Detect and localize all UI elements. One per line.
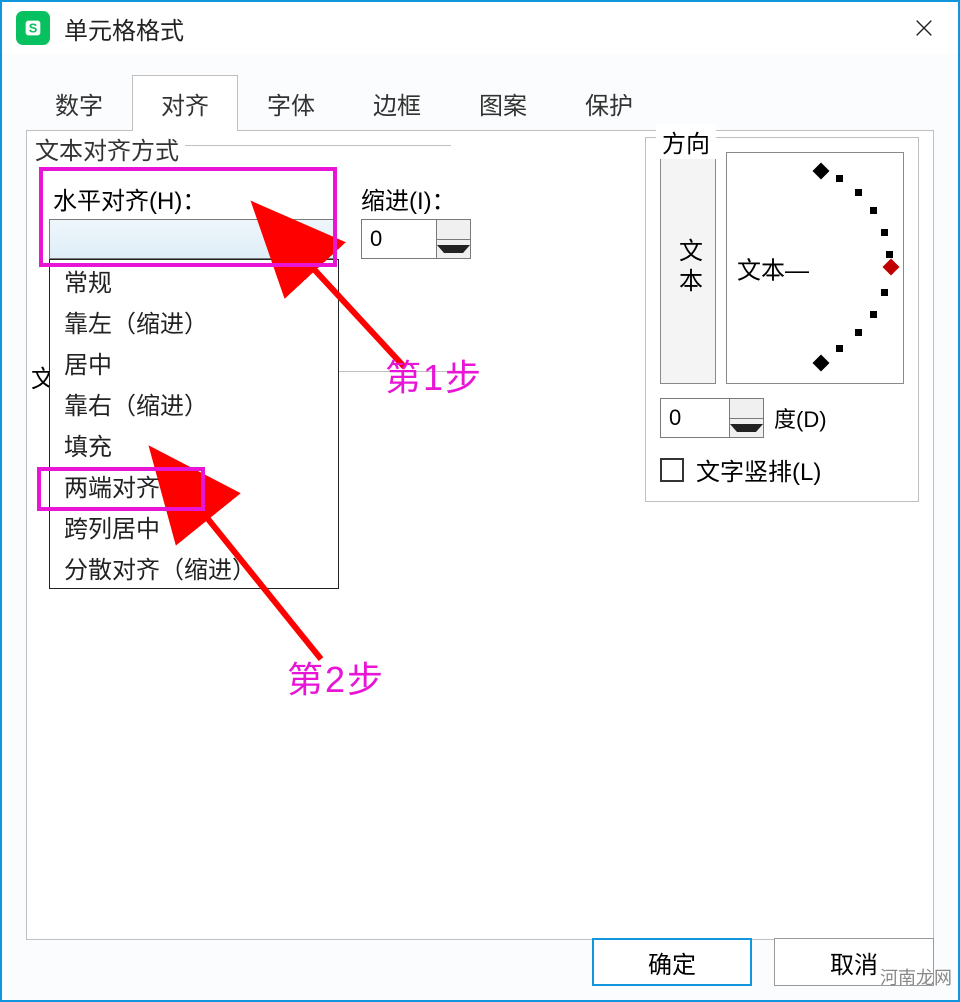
tab-protect[interactable]: 保护 xyxy=(556,75,662,131)
horizontal-align-dropdown[interactable] xyxy=(49,219,335,259)
tab-number[interactable]: 数字 xyxy=(26,75,132,131)
titlebar: S 单元格格式 xyxy=(2,2,958,54)
tab-alignment[interactable]: 对齐 xyxy=(132,75,238,131)
vertical-text-check-label: 文字竖排(L) xyxy=(696,452,821,487)
orientation-label: 方向 xyxy=(656,124,716,159)
dialog-title: 单元格格式 xyxy=(64,11,904,46)
indent-value[interactable] xyxy=(362,220,436,258)
tab-border[interactable]: 边框 xyxy=(344,75,450,131)
degree-value[interactable] xyxy=(661,399,729,437)
group-line xyxy=(183,145,451,146)
tab-pattern[interactable]: 图案 xyxy=(450,75,556,131)
svg-text:S: S xyxy=(29,21,38,36)
orientation-group: 方向 文本 文本— xyxy=(645,137,919,502)
indent-spinner[interactable] xyxy=(361,219,471,259)
align-option-center[interactable]: 居中 xyxy=(50,342,338,383)
orientation-arc[interactable]: 文本— xyxy=(726,152,904,384)
align-option-left[interactable]: 靠左（缩进） xyxy=(50,301,338,342)
spin-down-icon xyxy=(437,245,470,253)
annotation-step2: 第2步 xyxy=(287,651,385,703)
align-option-center-across[interactable]: 跨列居中 xyxy=(50,506,338,547)
watermark: 河南龙网 xyxy=(880,964,952,990)
indent-label: 缩进(I)： xyxy=(361,181,456,216)
align-option-justify[interactable]: 两端对齐 xyxy=(50,465,338,506)
close-button[interactable] xyxy=(904,8,944,48)
degree-spin-buttons[interactable] xyxy=(729,399,763,437)
tab-font[interactable]: 字体 xyxy=(238,75,344,131)
content-panel: 文本对齐方式 水平对齐(H)： 缩进(I)： 文 常规 靠左（缩进） 居中 靠右… xyxy=(26,130,934,940)
horizontal-align-label: 水平对齐(H)： xyxy=(53,181,206,216)
annotation-step1: 第1步 xyxy=(385,349,483,401)
align-option-fill[interactable]: 填充 xyxy=(50,424,338,465)
dropdown-arrow-icon xyxy=(308,234,326,245)
spin-down-icon xyxy=(730,424,763,432)
horizontal-align-option-list: 常规 靠左（缩进） 居中 靠右（缩进） 填充 两端对齐 跨列居中 分散对齐（缩进… xyxy=(49,259,339,589)
vertical-text-button[interactable]: 文本 xyxy=(660,152,716,384)
tabbar: 数字 对齐 字体 边框 图案 保护 xyxy=(2,54,958,130)
align-option-general[interactable]: 常规 xyxy=(50,260,338,301)
degree-label: 度(D) xyxy=(774,402,827,434)
dialog-window: S 单元格格式 数字 对齐 字体 边框 图案 保护 文本对齐方式 水平对齐(H)… xyxy=(0,0,960,1002)
indent-spin-buttons[interactable] xyxy=(436,220,470,258)
app-icon: S xyxy=(16,11,50,45)
ok-button[interactable]: 确定 xyxy=(592,938,752,986)
align-option-distributed[interactable]: 分散对齐（缩进） xyxy=(50,547,338,588)
degree-spinner[interactable] xyxy=(660,398,764,438)
group-alignment-label: 文本对齐方式 xyxy=(29,131,185,166)
arc-text-label: 文本— xyxy=(737,251,807,286)
align-option-right[interactable]: 靠右（缩进） xyxy=(50,383,338,424)
vertical-text-checkbox[interactable] xyxy=(660,458,684,482)
